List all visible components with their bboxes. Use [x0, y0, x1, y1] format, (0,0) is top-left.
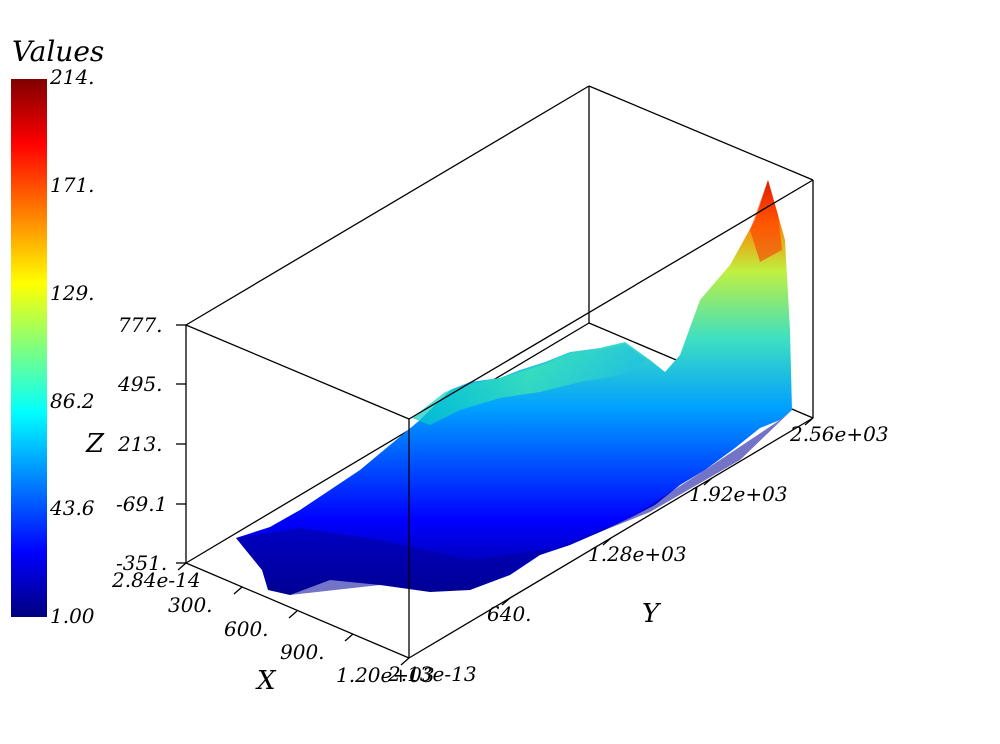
colorbar-tick-label: 171. — [50, 173, 95, 197]
z-tick-label: -351. — [116, 551, 167, 575]
colorbar-tick-label: 86.2 — [50, 389, 95, 413]
colorbar: Values 214. 171. 129. 86.2 43.6 1.00 — [11, 35, 104, 628]
colorbar-tick-label: 1.00 — [50, 604, 95, 628]
y-tick-label: 640. — [487, 602, 532, 626]
x-tick-label: 900. — [280, 640, 325, 664]
z-axis: 777. 495. 213. -69.1 -351. Z — [85, 313, 167, 575]
z-tick-label: 495. — [117, 372, 163, 396]
z-tick-label: 777. — [118, 313, 163, 337]
y-axis: 2.13e-13 640. 1.28e+03 1.92e+03 2.56e+03… — [387, 422, 889, 686]
surface-ridge-top — [412, 344, 645, 425]
colorbar-title: Values — [12, 35, 104, 68]
y-tick-label: 1.28e+03 — [588, 542, 687, 566]
surface-mesh — [236, 180, 792, 595]
y-axis-title: Y — [642, 599, 662, 629]
surface-dark-base — [236, 410, 792, 595]
colorbar-tick-label: 43.6 — [49, 496, 95, 520]
z-axis-title: Z — [85, 429, 105, 459]
surface-peak-highlight — [750, 180, 782, 262]
x-axis-title: X — [255, 666, 277, 696]
colorbar-gradient — [11, 79, 47, 617]
y-tick-label: 2.13e-13 — [387, 662, 477, 686]
tick-marks — [176, 324, 814, 666]
x-axis: 2.84e-14 300. 600. 900. 1.20e+03 X — [111, 568, 435, 696]
x-tick-label: 300. — [168, 593, 213, 617]
z-tick-label: -69.1 — [116, 492, 167, 516]
colorbar-tick-label: 214. — [49, 65, 95, 89]
x-tick-label: 600. — [224, 617, 269, 641]
colorbar-tick-label: 129. — [50, 281, 95, 305]
x-tick-label: 1.20e+03 — [336, 663, 435, 687]
y-tick-label: 1.92e+03 — [689, 482, 788, 506]
y-tick-label: 2.56e+03 — [789, 422, 889, 446]
x-tick-label: 2.84e-14 — [111, 568, 201, 592]
z-tick-label: 213. — [117, 432, 163, 456]
